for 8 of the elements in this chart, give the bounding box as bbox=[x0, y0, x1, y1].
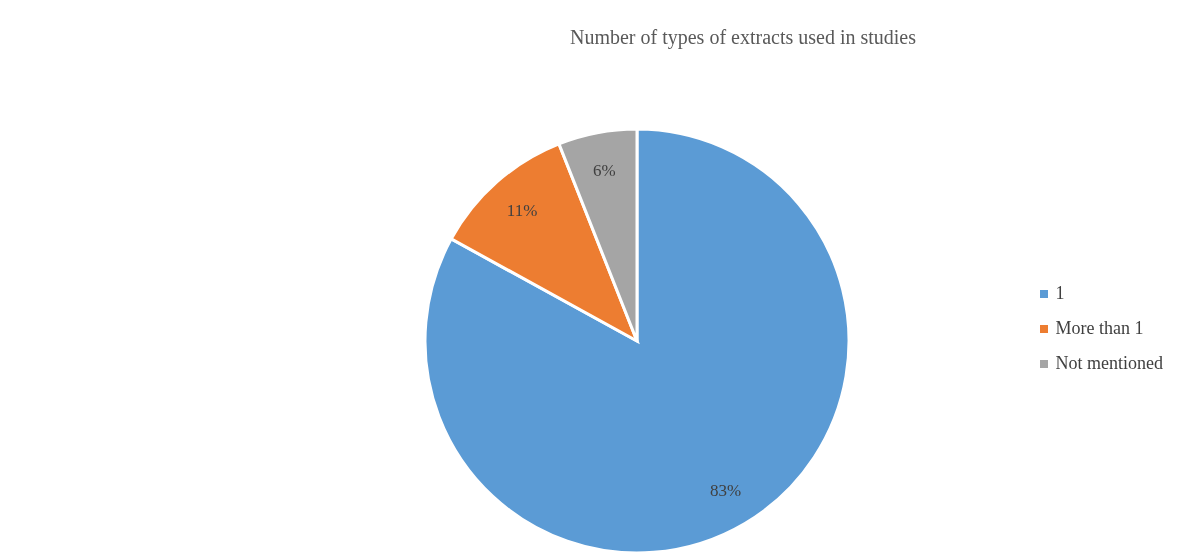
legend-label: More than 1 bbox=[1055, 318, 1144, 339]
data-label: 83% bbox=[709, 481, 742, 501]
legend-label: 1 bbox=[1055, 283, 1065, 304]
data-label: 6% bbox=[593, 160, 616, 180]
legend-label: Not mentioned bbox=[1055, 353, 1163, 374]
chart-title: Number of types of extracts used in studies bbox=[568, 26, 917, 49]
pie-slice bbox=[423, 127, 851, 553]
data-label: 11% bbox=[506, 201, 538, 221]
